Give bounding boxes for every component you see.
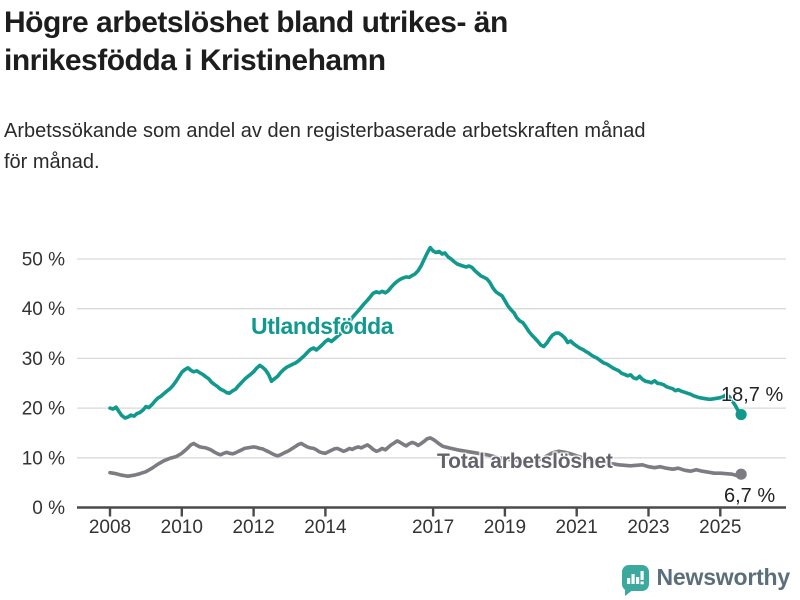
page-title: Högre arbetslöshet bland utrikes- än inr… (4, 4, 704, 80)
y-tick-label: 20 % (22, 399, 65, 420)
newsworthy-brand-name: Newsworthy (656, 564, 791, 590)
y-tick-label: 10 % (22, 448, 65, 469)
x-tick-label: 2010 (161, 517, 203, 538)
page-title-line1: Högre arbetslöshet bland utrikes- än (4, 6, 508, 39)
y-tick-label: 30 % (22, 349, 65, 370)
x-tick-label: 2014 (304, 517, 347, 538)
bar-chart-exclamation-icon (626, 570, 644, 584)
end-value-utlandsfodda: 18,7 % (721, 384, 784, 406)
x-tick-label: 2021 (556, 517, 598, 538)
total-arbetsloshet-line (108, 436, 743, 479)
y-tick-label: 50 % (22, 250, 65, 271)
newsworthy-logo-icon (621, 564, 649, 596)
x-tick-label: 2017 (412, 517, 454, 538)
x-tick-label: 2025 (699, 517, 741, 538)
utlandsfodda-endpoint-dot (735, 408, 747, 421)
page-title-line2: inrikesfödda i Kristinehamn (4, 44, 386, 77)
total-endpoint-dot (735, 468, 747, 480)
series-label-utlandsfodda: Utlandsfödda (251, 313, 394, 339)
x-tick-label: 2019 (484, 517, 526, 538)
end-value-total: 6,7 % (724, 485, 776, 507)
page-subtitle-line1: Arbetssökande som andel av den registerb… (4, 120, 646, 142)
utlandsfodda-line (108, 245, 743, 420)
x-tick-label: 2012 (232, 517, 274, 538)
series-label-total-arbetsloshet: Total arbetslöshet (437, 450, 613, 473)
newsworthy-brand: Newsworthy (621, 564, 791, 596)
x-tick-label: 2023 (627, 517, 669, 538)
page-subtitle-line2: för månad. (4, 151, 100, 173)
x-tick-label: 2008 (89, 517, 131, 538)
y-tick-label: 0 % (32, 498, 65, 519)
y-tick-label: 40 % (22, 299, 65, 320)
page-subtitle: Arbetssökande som andel av den registerb… (4, 116, 784, 178)
